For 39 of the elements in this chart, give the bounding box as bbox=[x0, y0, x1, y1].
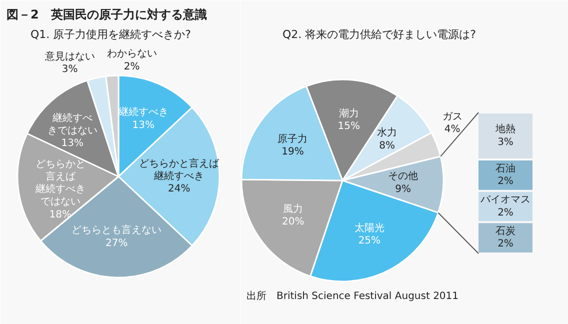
slice-label: 太陽光 bbox=[354, 222, 384, 234]
slice-label: 意見はない bbox=[44, 50, 95, 62]
data-label: 4% bbox=[444, 124, 460, 136]
data-label: 20% bbox=[282, 216, 304, 228]
slice-label: どちらとも言えない bbox=[72, 224, 162, 236]
data-label: 15% bbox=[338, 121, 360, 132]
slice-label: どちらかと言えば継続すべきではない bbox=[34, 158, 86, 208]
chart-subtitle: Q1. 原子力使用を継続すべきか? bbox=[30, 28, 192, 41]
slice-label: 原子力 bbox=[278, 133, 308, 146]
data-label: 2% bbox=[498, 207, 514, 218]
data-label: 13% bbox=[132, 120, 154, 131]
data-label: 24% bbox=[168, 184, 190, 195]
slice-label: 水力 bbox=[377, 126, 398, 139]
category-label: バイオマス bbox=[480, 194, 530, 206]
data-label: 2% bbox=[498, 176, 514, 187]
slice-label: どちらかと言えば継続すべき bbox=[139, 157, 220, 182]
data-label: 2% bbox=[124, 61, 140, 72]
slice-label: 風力 bbox=[283, 202, 304, 215]
data-label: 8% bbox=[379, 140, 396, 152]
chart-title: 図－2 英国民の原子力に対する意識 bbox=[6, 8, 207, 22]
data-label: 9% bbox=[395, 184, 411, 195]
slice-label: ガス bbox=[442, 111, 462, 122]
data-label: 27% bbox=[105, 238, 128, 249]
data-label: 3% bbox=[498, 136, 514, 148]
data-label: 3% bbox=[62, 64, 78, 76]
text: 出所 British Science Festival August 2011 bbox=[246, 290, 459, 302]
data-label: 25% bbox=[358, 236, 381, 247]
data-label: 18% bbox=[49, 209, 72, 220]
slice-label: 継続すべきではない bbox=[47, 112, 98, 137]
category-label: 石油 bbox=[496, 162, 516, 174]
data-label: 2% bbox=[498, 238, 514, 250]
chart-title: Q2. 将来の電力供給で好ましい電源は? bbox=[282, 28, 476, 41]
category-label: 石炭 bbox=[496, 225, 516, 238]
data-label: 13% bbox=[61, 138, 84, 150]
data-label: 19% bbox=[282, 146, 304, 158]
slice-label: 潮力 bbox=[338, 107, 359, 120]
slice-label: その他 bbox=[388, 170, 418, 182]
slice-label: わからない bbox=[106, 48, 157, 60]
category-label: 地熱 bbox=[494, 123, 516, 136]
